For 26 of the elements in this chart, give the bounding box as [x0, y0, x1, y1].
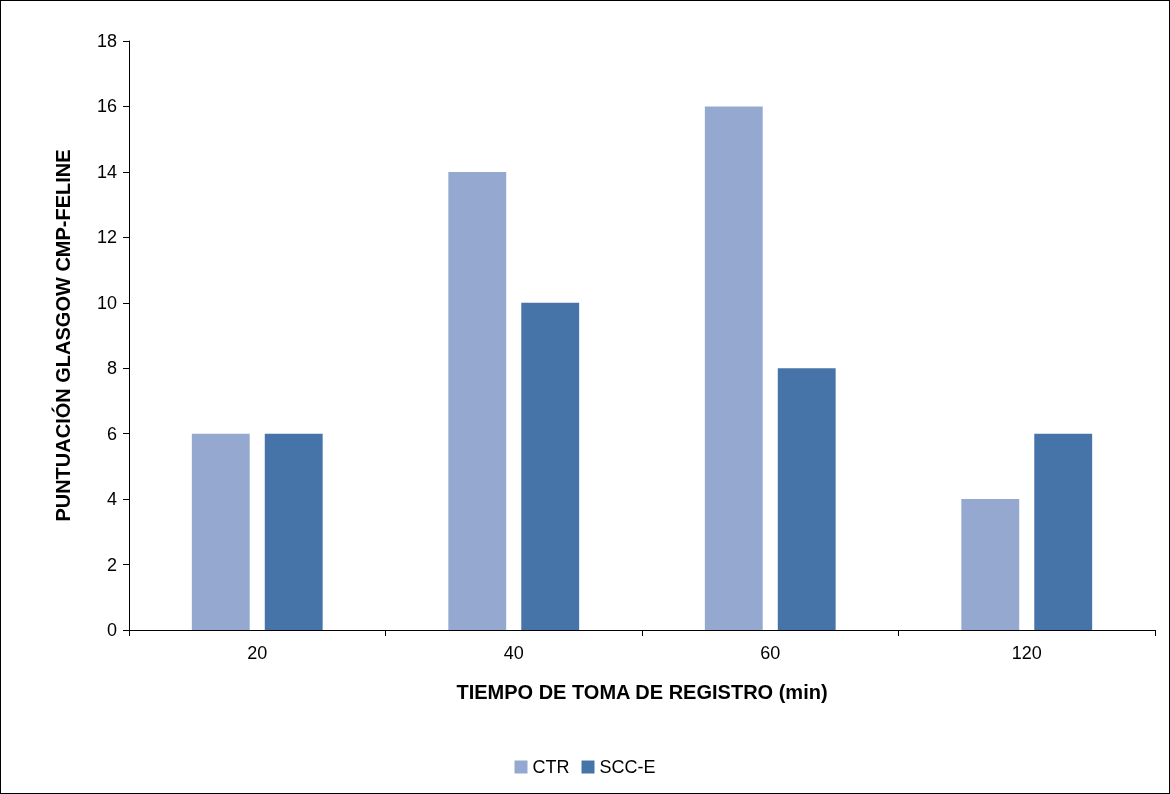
- y-tick-label: 4: [106, 489, 117, 510]
- y-tick-label: 6: [106, 423, 117, 444]
- bar: [704, 106, 763, 630]
- bar: [777, 368, 836, 630]
- y-tick-label: 2: [106, 554, 117, 575]
- y-tick-label: 0: [106, 620, 117, 640]
- bar: [521, 302, 580, 630]
- legend-label: SCC-E: [599, 757, 656, 777]
- legend-label: CTR: [532, 757, 570, 777]
- x-tick-label: 40: [503, 643, 524, 663]
- bar: [191, 433, 250, 630]
- bar: [1034, 433, 1093, 630]
- y-axis-title: PUNTUACIÓN GLASGOW CMP-FELINE: [51, 149, 74, 522]
- y-tick-label: 12: [96, 227, 117, 248]
- y-tick-label: 10: [96, 292, 117, 313]
- bar: [264, 433, 323, 630]
- bar: [961, 499, 1020, 630]
- y-tick-label: 8: [106, 358, 117, 379]
- y-tick-label: 18: [96, 31, 117, 51]
- x-tick-label: 20: [247, 643, 268, 663]
- y-tick-label: 16: [96, 96, 117, 117]
- x-axis-title: TIEMPO DE TOMA DE REGISTRO (min): [456, 681, 828, 703]
- x-tick-label: 120: [1011, 643, 1042, 663]
- bar: [448, 171, 507, 630]
- y-tick-label: 14: [96, 161, 117, 182]
- x-tick-label: 60: [760, 643, 781, 663]
